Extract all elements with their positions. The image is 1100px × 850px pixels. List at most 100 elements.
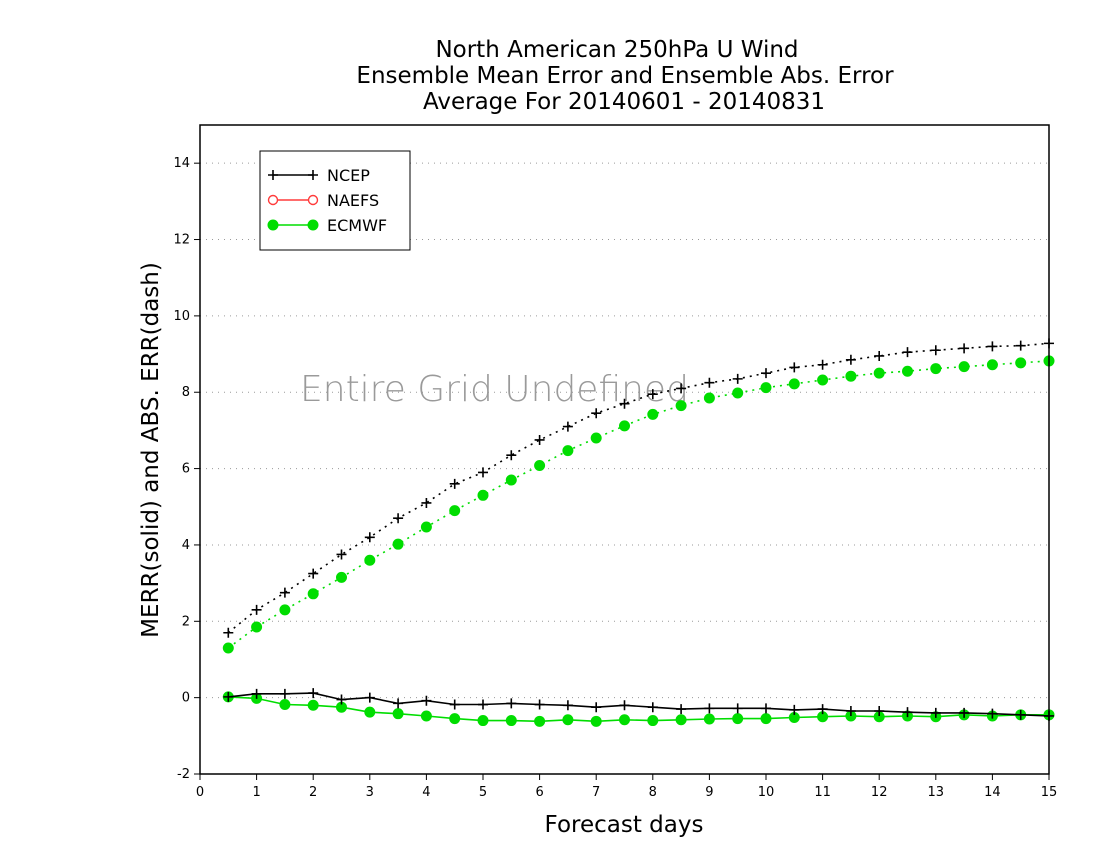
- point-ecmwf-abs-err: [590, 432, 602, 444]
- point-ncep-merr: [562, 700, 573, 711]
- point-ecmwf-abs-err: [732, 387, 744, 399]
- point-ecmwf-abs-err: [420, 521, 432, 533]
- point-ncep-abs-err: [421, 497, 432, 508]
- point-ecmwf-merr: [760, 713, 772, 725]
- point-ecmwf-merr: [619, 714, 630, 726]
- point-ecmwf-abs-err: [647, 408, 659, 420]
- legend-marker-ncep: [308, 170, 318, 180]
- point-ecmwf-abs-err: [760, 382, 772, 394]
- x-axis-ticks: 0 1 2 3 4 5 6 7 8 9 10 11 12 13 14 15: [196, 774, 1057, 800]
- x-tick-label: 5: [479, 785, 487, 800]
- x-tick-label: 9: [705, 785, 713, 800]
- point-ecmwf-abs-err: [817, 374, 829, 386]
- point-ncep-merr: [619, 700, 630, 711]
- point-ecmwf-abs-err: [364, 554, 376, 566]
- point-ncep-abs-err: [619, 398, 630, 409]
- x-tick-label: 12: [871, 785, 888, 800]
- point-ncep-abs-err: [506, 450, 517, 461]
- point-ecmwf-abs-err: [986, 359, 998, 371]
- series-ncep: [223, 338, 1054, 721]
- x-tick-label: 3: [366, 785, 374, 800]
- point-ecmwf-merr: [505, 715, 517, 727]
- point-ncep-merr: [308, 688, 319, 699]
- x-axis-label: Forecast days: [545, 812, 704, 838]
- point-ecmwf-abs-err: [222, 642, 234, 654]
- legend-marker-ncep: [268, 170, 278, 180]
- point-ncep-abs-err: [959, 343, 970, 354]
- point-ecmwf-abs-err: [336, 571, 347, 583]
- point-ncep-abs-err: [930, 345, 941, 356]
- point-ncep-abs-err: [478, 467, 488, 478]
- line-ncep-merr: [228, 692, 1050, 717]
- point-ecmwf-merr: [477, 715, 489, 727]
- point-ncep-merr: [987, 708, 998, 719]
- y-axis-ticks: -2 0 2 4 6 8 10 12 14: [173, 156, 200, 782]
- point-ncep-abs-err: [449, 478, 460, 489]
- x-tick-label: 7: [592, 785, 600, 800]
- point-ncep-merr: [789, 704, 800, 715]
- y-tick-label: 8: [182, 385, 190, 400]
- x-tick-label: 11: [814, 785, 831, 800]
- y-tick-label: 2: [182, 614, 190, 629]
- x-tick-label: 0: [196, 785, 204, 800]
- series-ecmwf: [222, 355, 1055, 727]
- legend-marker-naefs: [267, 194, 279, 206]
- point-ncep-merr: [591, 702, 602, 713]
- y-tick-label: 10: [173, 309, 190, 324]
- point-ncep-abs-err: [789, 362, 800, 373]
- point-ncep-abs-err: [251, 604, 262, 615]
- point-ecmwf-abs-err: [477, 489, 489, 501]
- point-ncep-merr: [251, 688, 262, 699]
- point-ncep-merr: [930, 707, 941, 718]
- point-ecmwf-abs-err: [279, 604, 291, 616]
- point-ncep-merr: [1015, 709, 1026, 720]
- point-ecmwf-merr: [647, 715, 659, 727]
- point-ncep-abs-err: [279, 587, 290, 598]
- chart-title-line-2: Ensemble Mean Error and Ensemble Abs. Er…: [356, 63, 894, 89]
- point-ncep-abs-err: [308, 568, 319, 579]
- x-tick-label: 10: [758, 785, 775, 800]
- point-ecmwf-merr: [392, 708, 404, 720]
- point-ncep-merr: [761, 703, 771, 714]
- y-tick-label: -2: [177, 767, 190, 782]
- point-ecmwf-merr: [307, 699, 319, 711]
- legend-marker-ecmwf: [307, 219, 319, 231]
- point-ecmwf-abs-err: [534, 460, 546, 472]
- point-ncep-merr: [393, 698, 404, 709]
- point-ncep-abs-err: [223, 627, 234, 638]
- point-ncep-merr: [364, 692, 375, 703]
- point-ncep-merr: [959, 707, 970, 718]
- point-ecmwf-abs-err: [392, 538, 404, 550]
- point-ncep-abs-err: [591, 408, 602, 419]
- legend: NCEP NAEFS ECMWF: [259, 150, 411, 251]
- x-tick-label: 2: [309, 785, 317, 800]
- point-ecmwf-abs-err: [902, 365, 913, 377]
- point-ecmwf-merr: [675, 714, 687, 726]
- annotation-entire-grid-undefined: Entire Grid Undefined: [300, 369, 689, 410]
- point-ncep-abs-err: [1015, 340, 1026, 351]
- point-ecmwf-abs-err: [788, 378, 800, 390]
- point-ncep-merr: [845, 706, 856, 717]
- x-tick-label: 6: [535, 785, 543, 800]
- point-ncep-merr: [336, 694, 347, 705]
- point-ncep-abs-err: [874, 350, 885, 361]
- x-tick-label: 14: [984, 785, 1001, 800]
- point-ecmwf-abs-err: [307, 588, 319, 600]
- point-ncep-merr: [279, 688, 290, 699]
- point-ncep-abs-err: [761, 368, 771, 379]
- point-ncep-merr: [478, 699, 488, 710]
- point-ecmwf-abs-err: [958, 361, 970, 373]
- point-ncep-merr: [506, 698, 517, 709]
- point-ecmwf-merr: [562, 714, 574, 726]
- point-ncep-merr: [223, 691, 234, 702]
- legend-label-ncep: NCEP: [327, 166, 370, 185]
- point-ecmwf-abs-err: [675, 400, 687, 412]
- chart-title-line-3: Average For 20140601 - 20140831: [423, 89, 825, 115]
- y-tick-label: 14: [173, 156, 190, 171]
- point-ecmwf-abs-err: [930, 363, 942, 375]
- point-ecmwf-abs-err: [1015, 357, 1027, 369]
- legend-marker-naefs: [307, 194, 319, 206]
- point-ncep-merr: [676, 704, 687, 715]
- point-ncep-abs-err: [336, 549, 347, 560]
